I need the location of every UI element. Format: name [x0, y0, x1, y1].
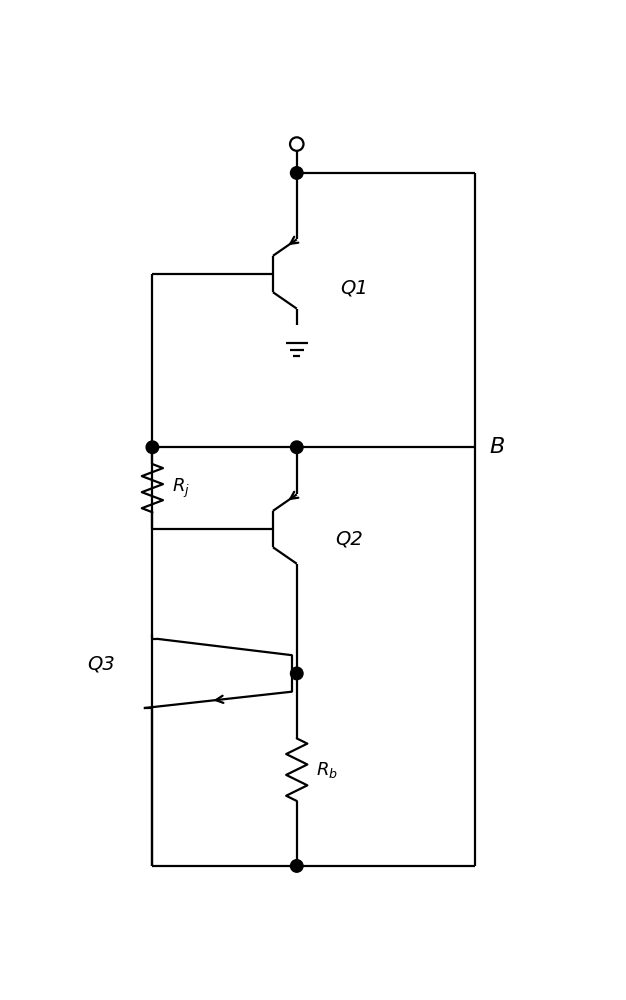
Circle shape	[290, 441, 303, 454]
Text: B: B	[490, 437, 505, 457]
Text: Q1: Q1	[340, 279, 368, 298]
Circle shape	[290, 167, 303, 179]
Text: Q2: Q2	[336, 529, 363, 548]
Text: $R_b$: $R_b$	[316, 760, 338, 780]
Circle shape	[290, 860, 303, 872]
Circle shape	[146, 441, 158, 454]
Circle shape	[290, 667, 303, 680]
Text: Q3: Q3	[88, 654, 115, 673]
Text: $R_j$: $R_j$	[172, 477, 190, 500]
